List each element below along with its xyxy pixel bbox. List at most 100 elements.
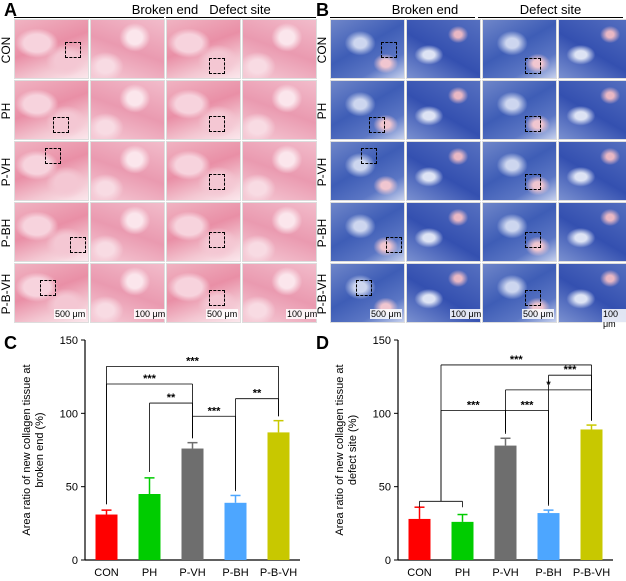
zoom-region-box xyxy=(45,148,61,164)
chart-c-sig-label: ** xyxy=(253,388,262,400)
panel-b-micrograph-ph-3 xyxy=(482,80,557,140)
panel-a-micrograph-ph-1 xyxy=(14,80,89,140)
panel-a-col1-heading: Broken end xyxy=(131,2,199,17)
panel-b-micrograph-ph-2 xyxy=(406,80,481,140)
panel-b-micrograph-ph-1 xyxy=(330,80,405,140)
chart-c-bar-con xyxy=(95,514,118,560)
chart-c-x-tick-label: P-BH xyxy=(222,567,248,579)
panel-a-micrograph-p-b-vh-3 xyxy=(166,263,241,323)
zoom-region-box xyxy=(525,232,541,248)
panel-a-row-label-con: CON xyxy=(0,36,13,63)
panel-a-micrograph-p-vh-3 xyxy=(166,141,241,201)
chart-c-sig-label: *** xyxy=(186,355,200,367)
panel-a-micrograph-con-3 xyxy=(166,19,241,79)
panel-a-micrograph-con-1 xyxy=(14,19,89,79)
scale-label-500: 500 μm xyxy=(522,309,555,319)
panel-a-row-label-p-vh: P-VH xyxy=(0,157,13,186)
chart-d-sig-label: *** xyxy=(467,399,481,411)
chart-c-x-tick-label: PH xyxy=(142,567,157,579)
zoom-region-box xyxy=(386,237,402,253)
panel-b-col1-line xyxy=(330,17,475,18)
panel-a-micrograph-ph-2 xyxy=(90,80,165,140)
panel-a-micrograph-p-vh-4 xyxy=(242,141,317,201)
chart-c-x-tick-label: P-VH xyxy=(179,567,205,579)
chart-c-x-tick-label: CON xyxy=(94,567,119,579)
chart-c-bar-ph xyxy=(138,494,161,560)
panel-a-micrograph-p-bh-3 xyxy=(166,202,241,262)
chart-c-x-tick-label: P-B-VH xyxy=(260,567,297,579)
panel-b-row-label-p-bh: P-BH xyxy=(315,218,329,247)
chart-c-bar-p-vh xyxy=(181,448,204,560)
zoom-region-box xyxy=(65,42,81,58)
chart-d-y-tick-label: 100 xyxy=(373,408,391,420)
zoom-region-box xyxy=(369,117,385,133)
chart-d: 0 50 100 150 Area ratio of new collagen tiss… xyxy=(334,335,613,579)
panel-a-col2-heading: Defect site xyxy=(209,2,271,17)
chart-d-sig-label: *** xyxy=(510,354,524,366)
zoom-region-box xyxy=(525,290,541,306)
panel-b-micrograph-p-bh-2 xyxy=(406,202,481,262)
panel-b-col2-line xyxy=(478,17,623,18)
chart-c-sig-label: ** xyxy=(167,392,176,404)
panel-a-micrograph-p-vh-2 xyxy=(90,141,165,201)
zoom-region-box xyxy=(209,116,225,132)
scale-label-500: 500 μm xyxy=(54,309,87,319)
panel-b-col1-heading: Broken end xyxy=(391,2,459,17)
chart-d-ylabel-line: Area ratio of new collagen tissue at xyxy=(334,364,346,535)
chart-c: 0 50 100 150 Area ratio of new collagen tiss… xyxy=(21,335,300,579)
panel-a-row-label-p-b-vh: P-B-VH xyxy=(0,273,13,314)
chart-d-bar-p-bh xyxy=(537,513,560,560)
chart-d-bar-ph xyxy=(451,521,474,560)
panel-a-row-label-p-bh: P-BH xyxy=(0,218,13,247)
panel-a-row-label-ph: PH xyxy=(0,102,13,119)
panel-b-row-label-p-vh: P-VH xyxy=(315,157,329,186)
chart-d-ylabel: Area ratio of new collagen tissue at defe… xyxy=(334,364,359,535)
chart-d-x-tick-label: P-BH xyxy=(535,567,561,579)
scale-label-100: 100 μm xyxy=(134,309,167,319)
panel-a-micrograph-ph-4 xyxy=(242,80,317,140)
panel-d-letter: D xyxy=(316,333,329,353)
panel-b-letter: B xyxy=(316,0,329,20)
panel-b-row-label-ph: PH xyxy=(315,102,329,119)
panel-b-micrograph-con-3 xyxy=(482,19,557,79)
chart-d-sig-label: *** xyxy=(564,364,578,376)
chart-c-y-tick-label: 50 xyxy=(66,482,78,494)
panel-a-micrograph-con-4 xyxy=(242,19,317,79)
panel-b-micrograph-con-1 xyxy=(330,19,405,79)
panel-a-micrograph-ph-3 xyxy=(166,80,241,140)
scale-label-500: 500 μm xyxy=(206,309,239,319)
chart-c-y-tick-label: 0 xyxy=(72,555,78,567)
panel-b-micrograph-con-2 xyxy=(406,19,481,79)
scale-label-100: 100 μm xyxy=(602,309,626,329)
panel-b-micrograph-p-vh-4 xyxy=(558,141,626,201)
chart-d-y-tick-label: 50 xyxy=(379,482,391,494)
scale-label-100: 100 μm xyxy=(286,309,319,319)
chart-d-x-tick-label: P-B-VH xyxy=(573,567,610,579)
chart-c-sig-label: *** xyxy=(208,405,222,417)
zoom-region-box xyxy=(356,280,372,296)
zoom-region-box xyxy=(361,148,377,164)
chart-d-bar-p-vh xyxy=(494,445,517,560)
zoom-region-box xyxy=(525,116,541,132)
zoom-region-box xyxy=(209,232,225,248)
chart-d-sig-label: *** xyxy=(521,399,535,411)
panel-b-micrograph-con-4 xyxy=(558,19,626,79)
chart-d-bar-p-b-vh xyxy=(580,429,603,560)
zoom-region-box xyxy=(209,290,225,306)
chart-d-bar-con xyxy=(408,518,431,560)
chart-d-y-tick-label: 150 xyxy=(373,335,391,347)
panel-b-row-label-p-b-vh: P-B-VH xyxy=(315,273,329,314)
panel-c-letter: C xyxy=(4,333,17,353)
chart-c-sig-label: *** xyxy=(143,373,157,385)
zoom-region-box xyxy=(70,237,86,253)
panel-a-col1-line xyxy=(14,17,164,18)
chart-d-x-tick-label: CON xyxy=(407,567,432,579)
panel-a-micrograph-p-vh-1 xyxy=(14,141,89,201)
panel-b-micrograph-p-vh-3 xyxy=(482,141,557,201)
panel-a-micrograph-p-bh-2 xyxy=(90,202,165,262)
chart-c-ylabel-line: broken end (%) xyxy=(34,412,46,487)
zoom-region-box xyxy=(525,174,541,190)
panel-a-col2-line xyxy=(166,17,316,18)
panel-b-micrograph-p-bh-4 xyxy=(558,202,626,262)
chart-d-x-tick-label: P-VH xyxy=(492,567,518,579)
